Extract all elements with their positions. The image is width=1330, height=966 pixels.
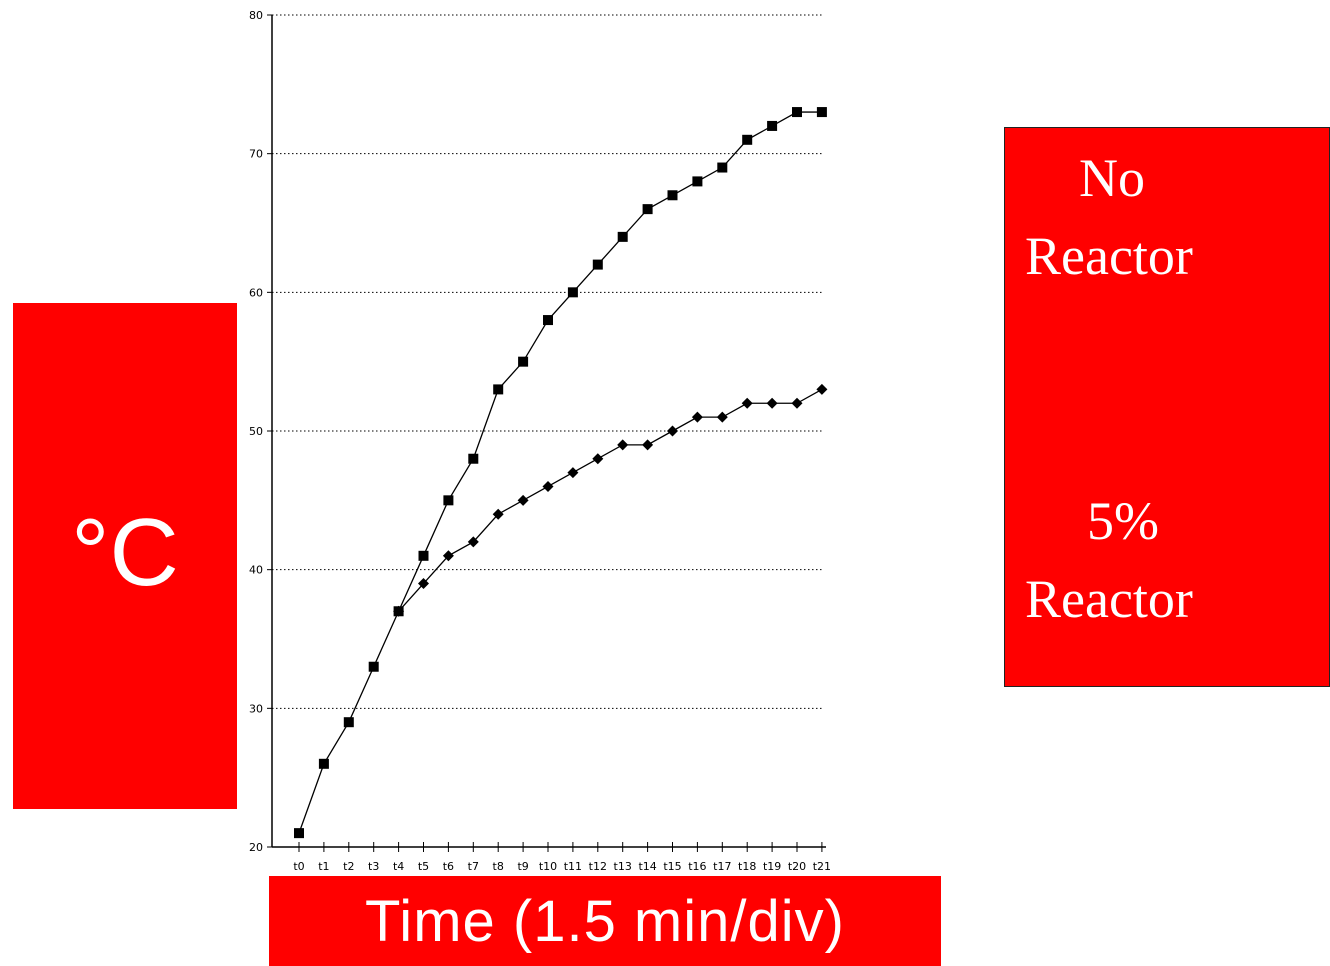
x-tick-label: t14: [638, 860, 656, 873]
square-marker: [717, 162, 728, 173]
series-line-1: [298, 111, 822, 834]
legend: No Reactor 5% Reactor: [1004, 127, 1330, 687]
y-tick-label: 60: [249, 286, 263, 299]
square-marker: [617, 231, 628, 242]
square-marker: [518, 356, 529, 367]
x-tick-label: t0: [293, 860, 304, 873]
diamond-marker: [617, 439, 629, 451]
grid-lines: [272, 14, 822, 709]
diamond-marker: [442, 550, 454, 562]
x-tick-label: t18: [738, 860, 756, 873]
square-marker: [642, 204, 653, 215]
x-tick-label: t9: [517, 860, 528, 873]
diamond-marker: [642, 439, 654, 451]
diamond-marker: [592, 453, 604, 465]
x-tick-label: t4: [393, 860, 404, 873]
x-tick-label: t1: [318, 860, 329, 873]
x-tick-label: t7: [468, 860, 479, 873]
x-tick-label: t5: [418, 860, 429, 873]
diamond-marker: [716, 411, 728, 423]
diamond-marker: [816, 383, 828, 395]
series-line-2: [398, 388, 823, 612]
diamond-marker: [492, 508, 504, 520]
x-tick-label: t19: [763, 860, 781, 873]
diamond-marker: [791, 397, 803, 409]
y-axis-label-box: °C: [13, 303, 237, 809]
x-tick-label: t10: [539, 860, 557, 873]
y-tick-label: 70: [249, 148, 263, 161]
square-marker: [567, 287, 578, 298]
data-markers: [294, 107, 828, 839]
diamond-marker: [567, 467, 579, 479]
diamond-marker: [691, 411, 703, 423]
y-tick-label: 40: [249, 564, 263, 577]
x-tick-label: t6: [443, 860, 454, 873]
diamond-marker: [467, 536, 479, 548]
x-tick-label: t21: [813, 860, 831, 873]
axes: [267, 14, 826, 852]
y-tick-label: 80: [249, 9, 263, 22]
square-marker: [592, 259, 603, 270]
square-marker: [692, 176, 703, 187]
x-tick-label: t12: [589, 860, 607, 873]
diamond-marker: [517, 494, 529, 506]
diamond-marker: [667, 425, 678, 437]
square-marker: [667, 190, 678, 201]
x-tick-label: t11: [564, 860, 582, 873]
square-marker: [443, 495, 454, 506]
diamond-marker: [418, 578, 429, 590]
x-tick-label: t17: [713, 860, 731, 873]
legend-5pct-reactor-line2: Reactor: [1025, 569, 1193, 629]
diamond-marker: [542, 480, 554, 492]
series-lines: [298, 111, 823, 834]
square-marker: [468, 453, 479, 464]
diamond-marker: [741, 397, 753, 409]
square-marker: [343, 717, 354, 728]
diamond-marker: [766, 397, 778, 409]
tick-labels: 20 30 40 50 60 70 80 t0 t1 t2 t3 t4 t5 t6 t7 t8 t9 t10 t11…: [249, 9, 831, 873]
legend-5pct-reactor-line1: 5%: [1087, 491, 1159, 551]
x-axis-label: Time (1.5 min/div): [365, 889, 845, 954]
x-tick-label: t16: [688, 860, 706, 873]
square-marker: [543, 315, 553, 326]
y-axis-label: °C: [71, 499, 179, 606]
square-marker: [294, 828, 304, 839]
x-tick-label: t15: [663, 860, 681, 873]
y-tick-label: 30: [249, 702, 263, 715]
square-marker: [816, 107, 827, 118]
x-tick-label: t2: [343, 860, 354, 873]
legend-no-reactor-line1: No: [1079, 148, 1145, 208]
x-tick-label: t13: [614, 860, 632, 873]
diamond-marker: [393, 605, 405, 617]
legend-no-reactor-line2: Reactor: [1025, 226, 1193, 286]
x-tick-label: t8: [493, 860, 504, 873]
square-marker: [318, 758, 329, 769]
x-tick-label: t20: [788, 860, 806, 873]
square-marker: [792, 107, 802, 118]
x-tick-label: t3: [368, 860, 379, 873]
x-axis-label-box: Time (1.5 min/div): [269, 876, 941, 966]
square-marker: [742, 134, 753, 145]
square-marker: [767, 120, 778, 131]
square-marker: [493, 384, 504, 395]
y-tick-label: 20: [249, 841, 263, 854]
y-tick-label: 50: [249, 425, 263, 438]
square-marker: [418, 550, 429, 561]
square-marker: [368, 661, 379, 672]
